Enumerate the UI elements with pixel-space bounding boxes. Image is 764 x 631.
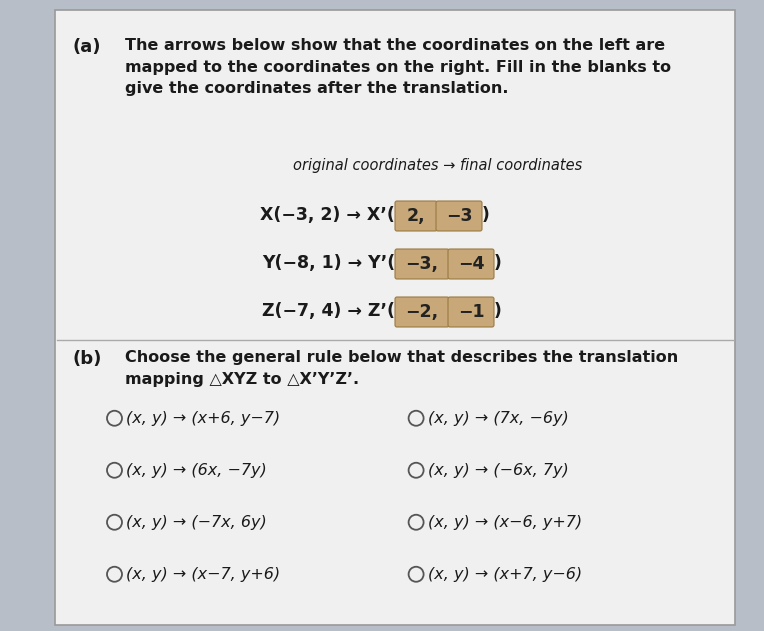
FancyBboxPatch shape: [436, 201, 482, 231]
Text: Choose the general rule below that describes the translation
mapping △XYZ to △X’: Choose the general rule below that descr…: [125, 350, 678, 387]
FancyBboxPatch shape: [395, 297, 449, 327]
Text: (x, y) → (−7x, 6y): (x, y) → (−7x, 6y): [126, 515, 267, 530]
Text: ): ): [494, 302, 502, 320]
FancyBboxPatch shape: [395, 249, 449, 279]
Text: Z(−7, 4) → Z’(: Z(−7, 4) → Z’(: [262, 302, 395, 320]
Text: (x, y) → (x+6, y−7): (x, y) → (x+6, y−7): [126, 411, 280, 426]
Text: X(−3, 2) → X’(: X(−3, 2) → X’(: [260, 206, 395, 224]
FancyBboxPatch shape: [448, 249, 494, 279]
FancyBboxPatch shape: [395, 201, 437, 231]
Text: 2,: 2,: [406, 207, 426, 225]
Text: (x, y) → (x−6, y+7): (x, y) → (x−6, y+7): [428, 515, 581, 530]
Text: (b): (b): [73, 350, 102, 368]
Text: ): ): [494, 254, 502, 272]
Text: −3: −3: [445, 207, 472, 225]
Text: −2,: −2,: [406, 303, 439, 321]
Text: (x, y) → (x+7, y−6): (x, y) → (x+7, y−6): [428, 567, 581, 582]
Text: original coordinates → final coordinates: original coordinates → final coordinates: [293, 158, 582, 173]
Text: The arrows below show that the coordinates on the left are
mapped to the coordin: The arrows below show that the coordinat…: [125, 38, 671, 96]
Text: −3,: −3,: [406, 255, 439, 273]
Text: −1: −1: [458, 303, 484, 321]
Text: −4: −4: [458, 255, 484, 273]
FancyBboxPatch shape: [448, 297, 494, 327]
Text: (a): (a): [73, 38, 102, 56]
Text: ): ): [482, 206, 490, 224]
Text: (x, y) → (7x, −6y): (x, y) → (7x, −6y): [428, 411, 568, 426]
Text: (x, y) → (x−7, y+6): (x, y) → (x−7, y+6): [126, 567, 280, 582]
FancyBboxPatch shape: [55, 10, 735, 625]
Text: Y(−8, 1) → Y’(: Y(−8, 1) → Y’(: [262, 254, 395, 272]
Text: (x, y) → (6x, −7y): (x, y) → (6x, −7y): [126, 463, 267, 478]
Text: (x, y) → (−6x, 7y): (x, y) → (−6x, 7y): [428, 463, 568, 478]
